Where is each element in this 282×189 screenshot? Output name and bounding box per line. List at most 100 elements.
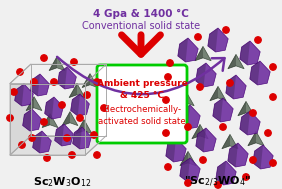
Polygon shape [180, 105, 190, 129]
Circle shape [17, 69, 23, 75]
Polygon shape [76, 120, 92, 134]
Circle shape [185, 124, 191, 130]
Polygon shape [58, 67, 76, 89]
Polygon shape [228, 143, 238, 167]
Polygon shape [248, 131, 264, 146]
Polygon shape [82, 74, 98, 88]
Polygon shape [180, 151, 196, 166]
Polygon shape [33, 131, 42, 153]
Polygon shape [10, 64, 106, 84]
Polygon shape [240, 41, 250, 65]
Polygon shape [10, 64, 31, 155]
FancyBboxPatch shape [97, 65, 187, 143]
Polygon shape [210, 86, 226, 101]
Text: 4 Gpa & 1400 °C: 4 Gpa & 1400 °C [93, 9, 189, 19]
Circle shape [255, 37, 261, 43]
Text: Electrochemically-: Electrochemically- [102, 105, 182, 115]
Polygon shape [73, 127, 91, 149]
Text: & 425 °C: & 425 °C [120, 91, 164, 101]
Circle shape [163, 97, 169, 103]
Polygon shape [82, 74, 90, 88]
Polygon shape [253, 145, 273, 169]
Polygon shape [62, 112, 70, 126]
Circle shape [91, 132, 97, 138]
Polygon shape [238, 101, 246, 116]
Polygon shape [178, 91, 194, 106]
Polygon shape [178, 38, 188, 62]
Polygon shape [31, 74, 49, 96]
Polygon shape [192, 124, 208, 139]
Circle shape [167, 60, 173, 66]
Polygon shape [10, 136, 106, 155]
Circle shape [250, 157, 256, 163]
Polygon shape [238, 101, 254, 116]
Polygon shape [226, 75, 236, 99]
Circle shape [195, 34, 201, 40]
Polygon shape [15, 84, 24, 106]
FancyArrowPatch shape [57, 57, 224, 94]
Circle shape [7, 115, 13, 121]
Circle shape [243, 174, 249, 180]
Circle shape [41, 119, 47, 125]
Polygon shape [45, 97, 63, 119]
Circle shape [270, 160, 276, 166]
Circle shape [185, 180, 191, 186]
Polygon shape [196, 128, 216, 152]
Polygon shape [210, 86, 218, 101]
Text: Ambient pressure: Ambient pressure [96, 80, 188, 88]
Polygon shape [228, 143, 248, 167]
Circle shape [31, 79, 37, 85]
Polygon shape [216, 161, 236, 185]
Circle shape [165, 74, 171, 80]
FancyArrowPatch shape [122, 35, 160, 54]
Polygon shape [240, 111, 250, 135]
Circle shape [165, 164, 171, 170]
Polygon shape [222, 134, 230, 149]
Polygon shape [180, 158, 200, 182]
Circle shape [227, 80, 233, 86]
Polygon shape [253, 145, 263, 169]
Polygon shape [31, 74, 40, 96]
Polygon shape [69, 84, 77, 98]
Polygon shape [166, 73, 176, 97]
Text: Conventional solid state: Conventional solid state [82, 21, 200, 31]
Polygon shape [228, 54, 236, 69]
Polygon shape [45, 97, 54, 119]
FancyArrowPatch shape [103, 96, 177, 124]
Circle shape [101, 105, 107, 111]
Circle shape [200, 157, 206, 163]
Polygon shape [195, 46, 203, 61]
Polygon shape [166, 73, 186, 97]
Polygon shape [166, 138, 186, 162]
Polygon shape [216, 161, 226, 185]
Circle shape [270, 94, 276, 100]
Polygon shape [180, 158, 190, 182]
Circle shape [69, 152, 75, 158]
Polygon shape [178, 91, 186, 106]
Polygon shape [33, 131, 51, 153]
Circle shape [29, 135, 35, 141]
Polygon shape [73, 127, 82, 149]
Polygon shape [55, 124, 64, 146]
Polygon shape [240, 41, 260, 65]
Circle shape [44, 155, 50, 161]
Circle shape [250, 110, 256, 116]
Circle shape [64, 135, 70, 141]
Circle shape [84, 92, 90, 98]
Circle shape [197, 84, 203, 90]
Polygon shape [76, 120, 84, 134]
Polygon shape [166, 138, 176, 162]
Polygon shape [55, 124, 73, 146]
Polygon shape [26, 97, 42, 111]
Circle shape [94, 152, 100, 158]
Text: activated solid state: activated solid state [98, 118, 186, 126]
Polygon shape [71, 94, 80, 116]
Text: "Sc$_{2/3}$WO$_4$": "Sc$_{2/3}$WO$_4$" [184, 175, 252, 189]
Polygon shape [196, 63, 206, 87]
Polygon shape [196, 128, 206, 152]
Polygon shape [71, 94, 89, 116]
Polygon shape [250, 61, 270, 85]
Polygon shape [178, 38, 198, 62]
Circle shape [51, 79, 57, 85]
Polygon shape [58, 67, 67, 89]
